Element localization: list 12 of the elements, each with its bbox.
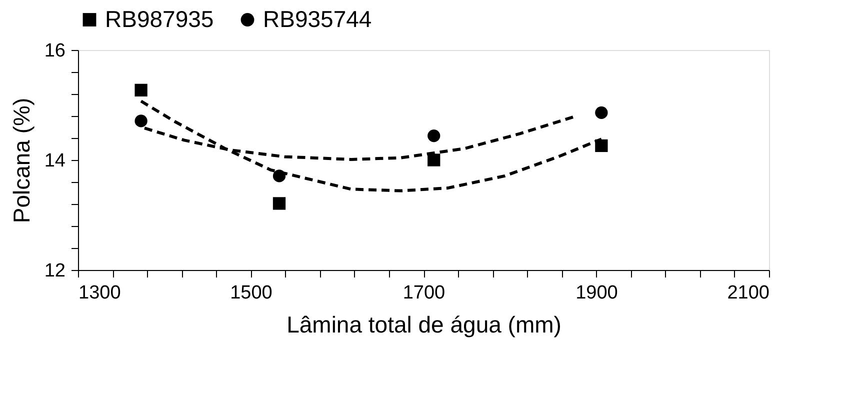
y-tick-label: 12 (44, 260, 66, 282)
x-tick-label: 1500 (230, 282, 272, 304)
legend-label: RB987935 (105, 6, 214, 32)
x-tick-label: 1900 (576, 282, 618, 304)
legend-label: RB935744 (263, 6, 372, 32)
x-axis-title: Lâmina total de água (mm) (286, 312, 562, 338)
x-tick-label: 1300 (78, 282, 121, 304)
x-tick-label: 2100 (727, 282, 770, 304)
y-tick-label: 16 (44, 40, 66, 62)
x-tick-label: 1700 (402, 282, 446, 304)
y-axis-title: Polcana (%) (8, 98, 34, 224)
y-tick-label: 14 (44, 150, 66, 172)
